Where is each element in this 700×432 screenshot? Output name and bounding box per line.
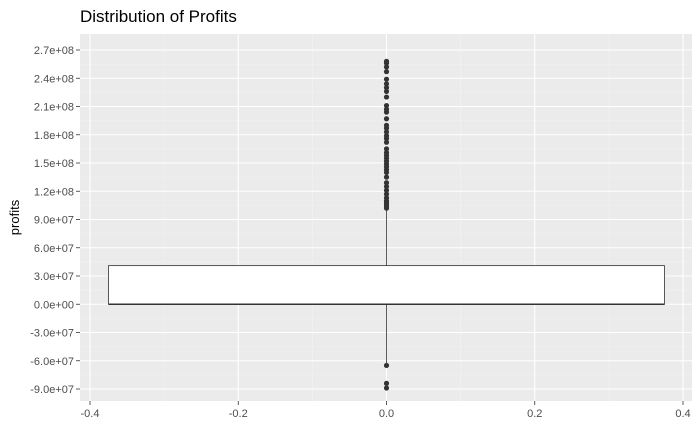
x-tick-label: 0.0 — [379, 408, 394, 420]
outlier-point — [383, 88, 390, 95]
y-tick-label: -6.0e+07 — [30, 356, 74, 368]
outlier-point — [383, 191, 390, 197]
y-tick-label: 2.4e+08 — [34, 73, 74, 85]
x-tick-label: -0.2 — [229, 408, 248, 420]
y-tick-label: 2.1e+08 — [34, 102, 74, 114]
y-tick-label: 1.5e+08 — [34, 158, 74, 170]
outlier-point — [383, 174, 390, 180]
x-tick-label: 0.2 — [527, 408, 542, 420]
outlier-point — [383, 102, 390, 109]
box-rect — [108, 265, 665, 305]
y-axis-title: profits — [7, 199, 22, 235]
y-tick-label: 9.0e+07 — [34, 215, 74, 227]
y-tick-label: -3.0e+07 — [30, 328, 74, 340]
outlier-point — [383, 76, 390, 82]
outlier-point — [383, 385, 390, 391]
outlier-point — [383, 64, 390, 70]
y-tick-label: 2.7e+08 — [34, 45, 74, 57]
outlier-point — [383, 187, 390, 193]
y-tick-label: 3.0e+07 — [34, 271, 74, 283]
outlier-point — [383, 150, 390, 156]
y-tick-label: -9.0e+07 — [30, 384, 74, 396]
chart-title: Distribution of Profits — [80, 7, 237, 26]
outlier-point — [383, 58, 390, 64]
x-tick-label: 0.4 — [675, 408, 690, 420]
outlier-point — [383, 106, 390, 112]
outlier-point — [383, 362, 390, 369]
y-tick-label: 0.0e+00 — [34, 299, 74, 311]
outlier-point — [383, 85, 390, 91]
outlier-point — [383, 139, 390, 145]
outlier-point — [383, 81, 390, 87]
x-axis: -0.4 -0.2 0.0 0.2 0.4 — [81, 401, 691, 420]
outlier-point — [383, 183, 390, 190]
outlier-point — [383, 122, 390, 128]
y-tick-label: 1.8e+08 — [34, 130, 74, 142]
outlier-points — [383, 58, 390, 391]
outlier-point — [383, 69, 390, 75]
outlier-point — [383, 380, 390, 386]
outlier-point — [383, 116, 390, 122]
outlier-point — [383, 94, 390, 100]
outlier-point — [383, 180, 390, 186]
outlier-point — [383, 133, 390, 139]
outlier-point — [383, 195, 390, 201]
y-axis: -9.0e+07 -6.0e+07 -3.0e+07 0.0e+00 3.0e+07 6.… — [30, 45, 80, 396]
x-tick-label: -0.4 — [81, 408, 100, 420]
outlier-point — [383, 146, 390, 152]
box-body — [108, 265, 665, 306]
outlier-point — [383, 129, 390, 135]
y-tick-label: 6.0e+07 — [34, 243, 74, 255]
y-tick-label: 1.2e+08 — [34, 186, 74, 198]
